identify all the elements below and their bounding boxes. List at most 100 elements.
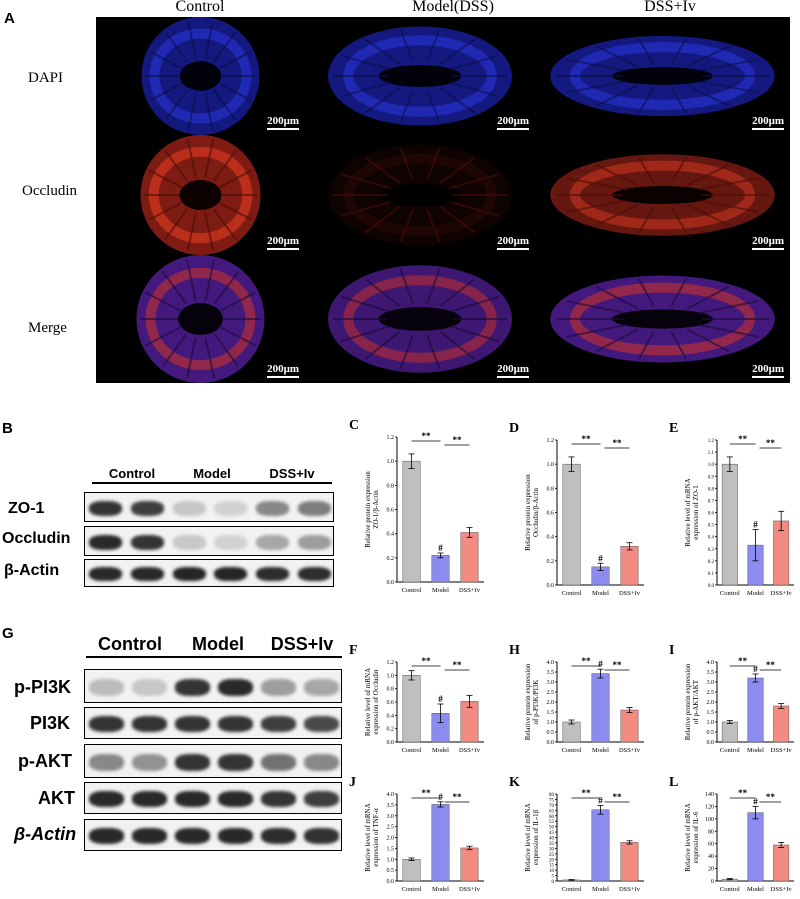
y-tick-label: 0.4 [387,713,395,719]
significance-stars: ** [453,435,463,445]
y-axis-label: Relative protein expressionof p-PI3K/PI3… [524,663,540,740]
blot-band [89,828,124,844]
blot-band [89,791,124,807]
bar-control [402,460,421,583]
blot-band [218,716,253,732]
blot-strip-actin-b [84,559,334,587]
blot-strip-pakt [84,744,342,778]
bar-model [591,673,610,743]
significance-stars: ** [766,792,776,802]
y-tick-label: 70 [549,804,555,809]
wb-g-label-pakt: p-AKT [18,751,72,771]
blot-band [214,500,248,516]
significance-hash: # [438,694,443,704]
x-tick-label: Model [432,886,449,893]
y-axis-label-line: expression of IL-6 [692,811,700,863]
panel-letter-i: I [669,643,674,658]
scale-bar-label: 200μm [267,235,299,250]
micrograph-dapi-model: 200μm [305,17,535,135]
x-tick-label: Control [720,747,740,754]
y-tick-label: 0.4 [387,532,395,538]
x-tick-label: Control [562,590,582,597]
y-axis-label-line: Relative level of mRNA [524,803,532,871]
y-tick-label: 4.0 [707,660,715,666]
panel-letter-f: F [349,643,358,658]
y-tick-label: 4.0 [387,792,395,798]
y-tick-label: 0.5 [707,730,715,736]
significance-stars: ** [613,438,623,448]
y-axis-label-line: Relative level of mRNA [364,668,372,736]
y-axis-label-line: Relative protein expression [364,471,372,548]
y-axis-label: Relative level of mRNAexpression of IL-1… [524,803,540,871]
significance-hash: # [598,553,603,563]
blot-band [130,534,165,550]
y-tick-label: 3.0 [707,680,715,686]
blot-band [132,716,167,732]
blot-band [132,678,167,696]
bar-chart-d: D 0.0 0.2 0.4 0.6 0.8 1.0 1.2 Relative protein e… [509,421,644,597]
blot-strip-zo1 [84,492,334,522]
significance-hash: # [598,659,603,669]
significance-stars: ** [738,788,748,798]
blot-strip-ppi3k [84,669,342,703]
blot-band [89,567,123,581]
blot-strip-actin-g [84,819,342,851]
y-tick-label: 20 [549,858,555,863]
panel-letter-k: K [509,775,520,790]
panel-letter-j: J [349,775,356,790]
row-header-dapi: DAPI [28,70,64,86]
y-tick-label: 2.0 [707,700,715,706]
blot-band [130,567,165,581]
panel-letter-b: B [2,420,13,437]
y-tick-label: 1.1 [708,451,715,456]
y-tick-label: 45 [549,831,555,836]
y-tick-label: 0.8 [387,483,395,489]
blot-band [172,534,206,550]
y-axis-label-line: Relative level of mRNA [684,803,692,871]
y-tick-label: 1.0 [387,459,395,465]
y-tick-label: 0.5 [708,524,715,529]
significance-stars: ** [582,434,592,444]
y-tick-label: 0.0 [387,740,395,746]
y-tick-label: 0.6 [387,508,395,514]
y-axis-label-line: of p-AKT/AKT [692,679,700,724]
significance-stars: ** [738,434,748,444]
bar-chart-h: H 0.0 0.5 1.0 1.5 2.0 2.5 3.0 3.5 4.0 Relative pro… [509,643,644,754]
y-tick-label: 35 [549,842,555,847]
blot-strip-pi3k [84,707,342,739]
y-axis-label: Relative protein expressionof p-AKT/AKT [684,663,700,740]
significance-stars: ** [422,431,432,441]
blot-band [255,500,290,516]
blot-band [297,534,331,550]
scale-bar-line [752,376,784,378]
y-tick-label: 2.5 [707,690,715,696]
y-tick-label: 50 [549,826,555,831]
blot-band [218,753,253,771]
y-tick-label: 2.5 [387,825,395,831]
y-tick-label: 0.8 [547,486,555,492]
bar-control [721,721,738,743]
blot-band [89,716,124,732]
significance-stars: ** [613,660,623,670]
y-tick-label: 0.5 [547,730,555,736]
blot-band [132,791,167,807]
x-tick-label: DSS+Iv [619,747,641,754]
wb-g-label-akt: AKT [38,788,75,808]
scale-bar-label: 200μm [752,363,784,378]
significance-hash: # [753,796,758,806]
y-tick-label: 0.0 [547,740,555,746]
y-tick-label: 40 [549,837,555,842]
blot-band [214,534,248,550]
scale-bar-label: 200μm [267,115,299,130]
blot-band [89,500,123,516]
y-tick-label: 0 [552,880,555,885]
micrograph-merge-dss: 200μm [535,255,790,383]
y-tick-label: 80 [549,793,555,798]
y-tick-label: 0.6 [708,512,715,517]
bar-model [747,677,764,743]
micrograph-merge-model: 200μm [305,255,535,383]
bar-dssiv [773,844,790,882]
wb-b-label-actin: β-Actin [4,562,60,579]
y-axis-label: Relative level of mRNAexpression of Occl… [364,668,380,736]
significance-hash: # [598,795,603,805]
